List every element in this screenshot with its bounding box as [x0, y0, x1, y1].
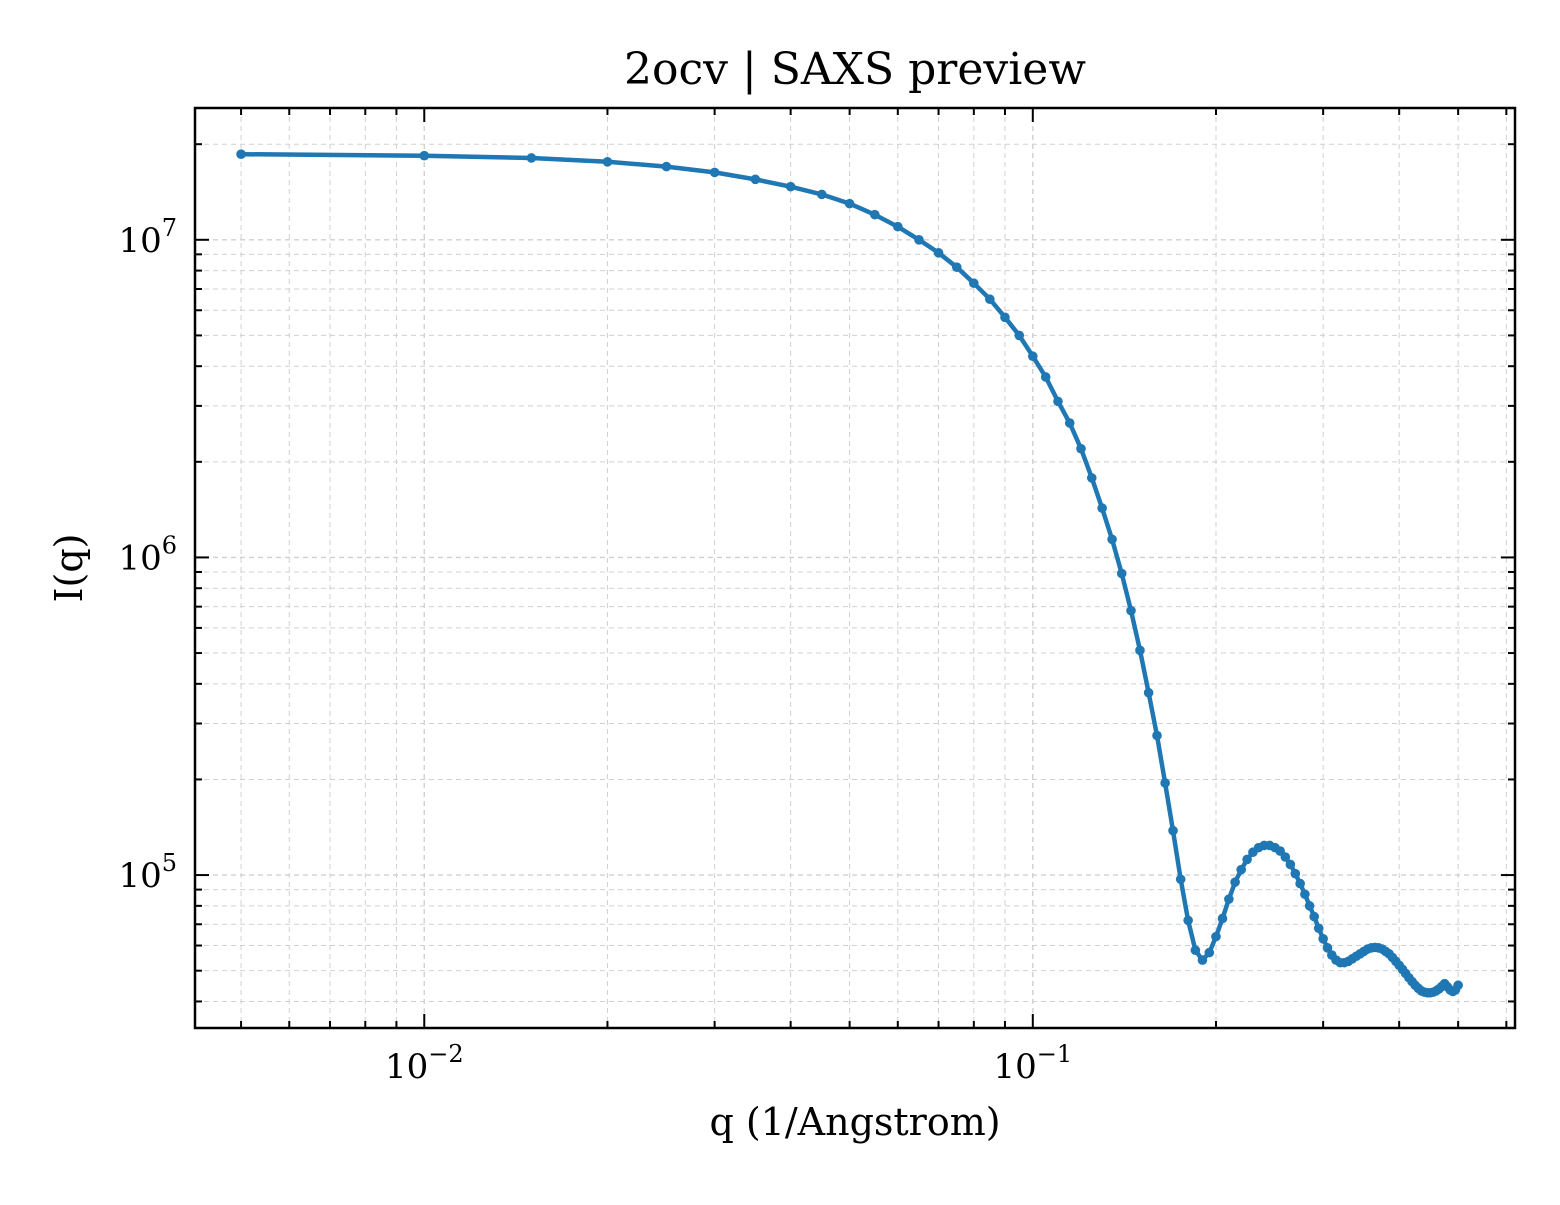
series-layer [236, 149, 1463, 998]
x-tick-label: 10−2 [385, 1040, 464, 1087]
data-point [602, 157, 613, 167]
data-point [1242, 854, 1252, 865]
data-point [870, 209, 880, 220]
data-point [1190, 945, 1201, 956]
data-point [1217, 913, 1228, 924]
data-point [1152, 730, 1162, 741]
data-point [661, 161, 672, 172]
data-point [1295, 878, 1305, 889]
data-point [1236, 864, 1246, 875]
data-point [1322, 943, 1333, 953]
data-point [1053, 396, 1063, 407]
data-point [933, 248, 944, 258]
x-axis-label: q (1/Angstrom) [709, 1100, 1000, 1144]
data-point [1304, 901, 1315, 911]
data-point [785, 181, 796, 192]
data-point [1285, 859, 1296, 870]
y-tick-label: 107 [118, 214, 177, 261]
data-point [816, 189, 827, 200]
y-tick-label: 105 [118, 849, 177, 896]
data-point [236, 149, 246, 160]
data-point [1175, 874, 1186, 885]
data-point [1211, 931, 1221, 942]
data-point [1135, 645, 1145, 656]
data-point [1097, 503, 1107, 513]
data-point [1126, 605, 1136, 616]
data-point [1064, 418, 1075, 428]
data-point [1204, 947, 1215, 958]
data-point [1318, 934, 1328, 944]
data-point [1309, 911, 1319, 922]
data-point [1168, 825, 1178, 836]
data-point [1183, 915, 1193, 926]
data-point [1224, 894, 1234, 904]
data-point [1076, 443, 1086, 454]
data-point [951, 262, 962, 272]
data-point [419, 150, 430, 161]
data-point [1280, 852, 1291, 862]
y-tick-label: 106 [118, 531, 177, 578]
data-point [1160, 778, 1170, 788]
data-point [1014, 330, 1025, 341]
data-point [709, 167, 720, 178]
data-point [985, 294, 995, 305]
data-point [969, 278, 979, 289]
data-point [1107, 534, 1117, 545]
data-point [1086, 473, 1097, 483]
tick-labels: 10−2 10−1 105 106 107 [118, 214, 1072, 1087]
data-point [1230, 877, 1240, 887]
data-point [844, 198, 855, 209]
data-point [1453, 980, 1463, 991]
grid [195, 108, 1515, 1028]
data-point [750, 174, 761, 185]
chart-title: 2ocv | SAXS preview [624, 44, 1086, 95]
data-point [1313, 923, 1324, 934]
x-tick-label: 10−1 [993, 1040, 1072, 1087]
data-point [1290, 868, 1301, 879]
plot-frame [193, 106, 1517, 1030]
y-axis-label: I(q) [47, 534, 91, 603]
data-point [892, 221, 903, 232]
data-point [1300, 889, 1310, 900]
data-point [914, 235, 924, 245]
data-point [1116, 568, 1127, 579]
data-point [526, 153, 537, 163]
data-point [1197, 955, 1208, 965]
data-point [1000, 312, 1010, 323]
data-point [1028, 351, 1038, 362]
data-point [1143, 687, 1154, 698]
data-point [1040, 372, 1051, 382]
